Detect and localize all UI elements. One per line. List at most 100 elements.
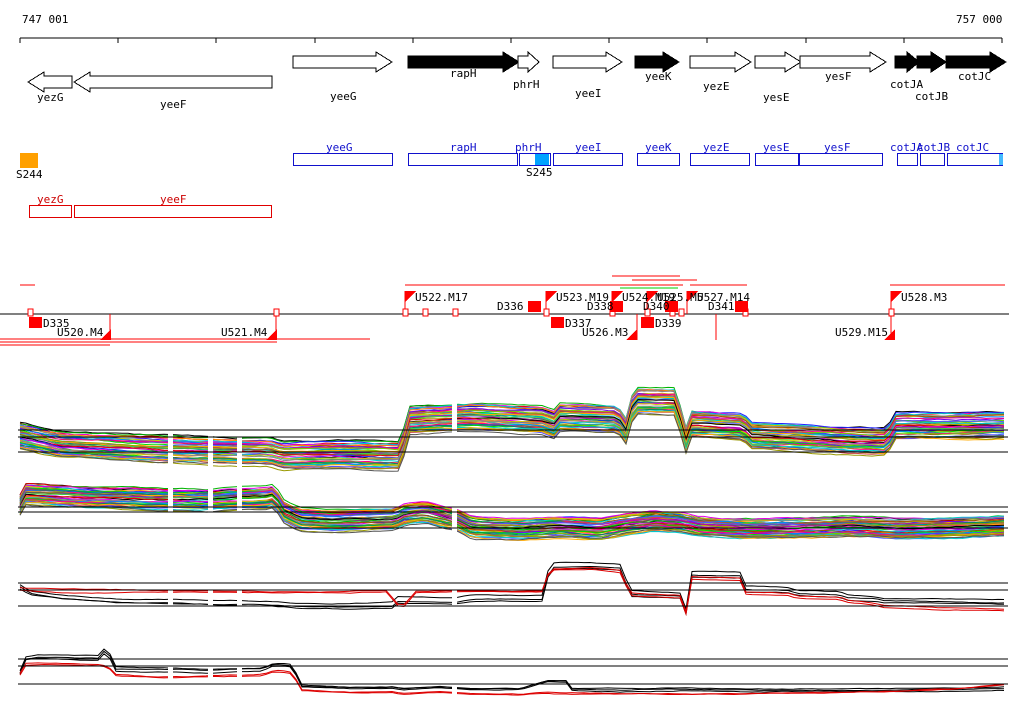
gene-arrow-yeeG[interactable] — [292, 51, 393, 73]
probe-box-yezE[interactable] — [690, 153, 750, 166]
expression-line — [19, 489, 1005, 527]
probe-label-rapH: rapH — [450, 141, 477, 154]
probe-box-accent-cotJC — [999, 154, 1003, 165]
expression-line — [19, 483, 1005, 523]
downshift-box-D337[interactable] — [551, 317, 564, 328]
gene-arrow-yesF[interactable] — [799, 51, 887, 73]
probe-label-yezE: yezE — [703, 141, 730, 154]
segment-label-U529.M15: U529.M15 — [835, 326, 888, 339]
gene-arrow-yeeI[interactable] — [552, 51, 623, 73]
segment-flag-U523.M19[interactable] — [546, 291, 557, 302]
gene-arrow-yezG[interactable] — [27, 71, 73, 93]
expression-line — [19, 409, 1005, 468]
gene-arrow-rapH[interactable] — [407, 51, 520, 73]
panel-gap — [237, 390, 242, 474]
segment-boundary-square — [422, 308, 429, 317]
gene-label-rapH: rapH — [450, 67, 477, 80]
gene-arrow-cotJC[interactable] — [945, 51, 1007, 73]
downshift-box-D340[interactable] — [665, 301, 678, 312]
gene-arrow-yeeK[interactable] — [634, 51, 680, 73]
panel-gap — [452, 558, 457, 630]
panel-gap — [208, 390, 213, 474]
probe-box-yeeK[interactable] — [637, 153, 680, 166]
probe-box-yeeG[interactable] — [293, 153, 393, 166]
gene-arrow-yesE[interactable] — [754, 51, 802, 73]
expression-panel-2 — [18, 480, 1008, 550]
segment-flag-U527.M14[interactable] — [687, 291, 698, 302]
downshift-box-D338[interactable] — [610, 301, 623, 312]
gene-label-yezE: yezE — [703, 80, 730, 93]
expression-line — [19, 485, 1004, 523]
gene-label-cotJC: cotJC — [958, 70, 992, 83]
downshift-box-D336[interactable] — [528, 301, 541, 312]
segment-triangle-U529.M15[interactable] — [884, 329, 895, 340]
downshift-label-D335: D335 — [43, 317, 70, 330]
gene-label-yeeG: yeeG — [330, 90, 357, 103]
expression-line — [19, 568, 1005, 617]
segment-flag-U522.M17[interactable] — [405, 291, 416, 302]
gene-label-yeeK: yeeK — [645, 70, 672, 83]
downshift-label-D340: D340 — [643, 300, 670, 313]
s245-label: S245 — [526, 166, 553, 179]
expression-line — [19, 653, 1005, 693]
red-gene-box-yezG[interactable] — [29, 205, 72, 218]
segment-label-U521.M4: U521.M4 — [221, 326, 268, 339]
downshift-box-D341[interactable] — [735, 301, 748, 312]
segment-label-U520.M4: U520.M4 — [57, 326, 104, 339]
segment-flag-U525.M5[interactable] — [647, 291, 658, 302]
segment-triangle-U520.M4[interactable] — [100, 329, 111, 340]
gene-arrow-phrH[interactable] — [517, 50, 540, 74]
gene-arrow-cotJA[interactable] — [894, 50, 920, 74]
gene-arrow-yezE[interactable] — [689, 51, 752, 73]
red-gene-box-yeeF[interactable] — [74, 205, 272, 218]
probe-box-cotJA[interactable] — [897, 153, 918, 166]
gene-label-yesF: yesF — [825, 70, 852, 83]
ruler-start-label: 747 001 — [22, 13, 69, 26]
segment-flag-label-U527.M14: U527.M14 — [697, 291, 750, 304]
segment-flag-U528.M3[interactable] — [891, 291, 902, 302]
segment-flag-U524.M19[interactable] — [612, 291, 623, 302]
gene-arrow-cotJB[interactable] — [916, 51, 947, 73]
gene-label-yezG: yezG — [37, 91, 64, 104]
probe-label-yeeK: yeeK — [645, 141, 672, 154]
probe-label-cotJB: cotJB — [917, 141, 951, 154]
probe-box-cotJC[interactable] — [947, 153, 1003, 166]
probe-box-yesE[interactable] — [755, 153, 799, 166]
probe-label-cotJA: cotJA — [890, 141, 924, 154]
expression-line — [19, 561, 1005, 611]
probe-box-rapH[interactable] — [408, 153, 518, 166]
segment-triangle-U521.M4[interactable] — [266, 329, 277, 340]
downshift-label-D338: D338 — [587, 300, 614, 313]
panel-gap — [168, 480, 173, 550]
red-gene-label-yezG: yezG — [37, 193, 64, 206]
panel-gap — [208, 558, 213, 630]
panel-gap — [452, 390, 457, 474]
probe-box-yesF[interactable] — [799, 153, 883, 166]
expression-line — [19, 413, 1005, 472]
s244-box[interactable] — [20, 153, 38, 168]
panel-gap — [237, 558, 242, 630]
probe-box-yeeI[interactable] — [553, 153, 623, 166]
panel-gap — [452, 640, 457, 708]
expression-line — [19, 389, 1004, 447]
panel-gap — [237, 640, 242, 708]
red-gene-label-yeeF: yeeF — [160, 193, 187, 206]
expression-line — [19, 405, 1005, 462]
expression-line — [19, 565, 1005, 614]
segment-triangle-U526.M3[interactable] — [626, 329, 637, 340]
gene-arrow-yeeF[interactable] — [73, 71, 273, 93]
s245-box[interactable] — [535, 154, 549, 165]
downshift-box-D339[interactable] — [641, 317, 654, 328]
segment-flag-label-U525.M5: U525.M5 — [657, 291, 704, 304]
expression-line — [19, 650, 1005, 692]
downshift-label-D337: D337 — [565, 317, 592, 330]
probe-label-phrH: phrH — [515, 141, 542, 154]
expression-line — [19, 663, 1005, 696]
probe-box-cotJB[interactable] — [920, 153, 945, 166]
gene-label-cotJB: cotJB — [915, 90, 949, 103]
downshift-box-D335[interactable] — [29, 317, 42, 328]
downshift-label-D336: D336 — [497, 300, 524, 313]
segment-boundary-square — [452, 308, 459, 317]
